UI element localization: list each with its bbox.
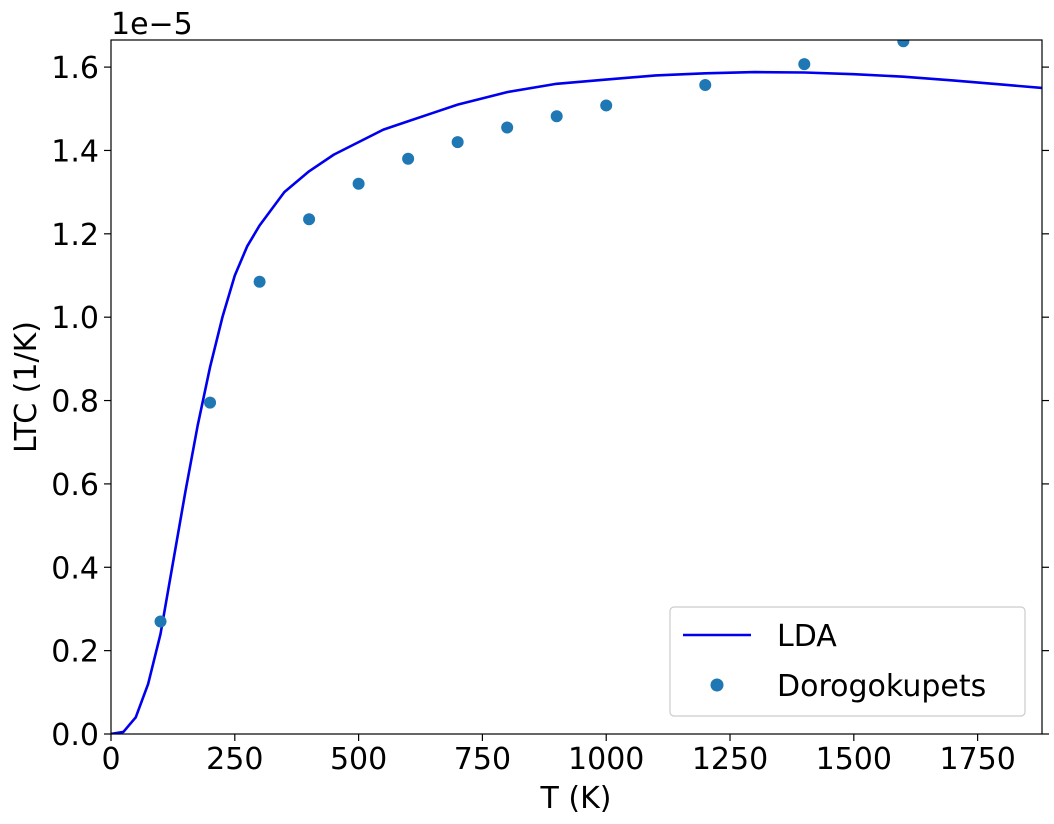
data-point-dorogokupets (897, 40, 910, 48)
y-tick-label: 0.8 (51, 385, 99, 420)
data-point-dorogokupets (798, 58, 811, 71)
y-tick-label: 1.4 (51, 134, 99, 169)
data-point-dorogokupets (501, 121, 514, 134)
legend-label: Dorogokupets (777, 669, 986, 704)
series-layer (111, 40, 1042, 734)
y-tick-label: 0.0 (51, 718, 99, 753)
legend-box (669, 606, 1026, 717)
y-offset-label: 1e−5 (111, 7, 193, 42)
data-point-dorogokupets (600, 99, 613, 112)
plot-frame (110, 39, 1043, 735)
y-tick-label: 0.2 (51, 635, 99, 670)
x-tick-label: 1250 (692, 742, 768, 777)
y-axis-label: LTC (1/K) (9, 321, 44, 453)
y-tick-label: 0.6 (51, 468, 99, 503)
x-tick-label: 250 (206, 742, 263, 777)
x-tick-label: 750 (454, 742, 511, 777)
data-point-dorogokupets (204, 396, 217, 409)
data-point-dorogokupets (154, 615, 167, 628)
data-point-dorogokupets (402, 152, 415, 165)
y-tick-label: 1.6 (51, 51, 99, 86)
data-point-dorogokupets (352, 177, 365, 190)
data-point-dorogokupets (550, 110, 563, 123)
x-tick-label: 1750 (939, 742, 1015, 777)
data-point-dorogokupets (303, 213, 316, 226)
x-axis: 0 250 500 750 1000 1250 1500 1750 (101, 734, 1016, 777)
x-axis-label: T (K) (540, 781, 612, 816)
x-tick-label: 500 (330, 742, 387, 777)
y-axis: 0.0 0.2 0.4 0.6 0.8 1.0 1.2 1.4 1.6 (51, 51, 1049, 753)
data-point-dorogokupets (699, 79, 712, 92)
legend-label: LDA (777, 619, 837, 654)
legend-swatch-dorogokupets (710, 678, 724, 692)
y-tick-label: 1.0 (51, 301, 99, 336)
data-point-dorogokupets (451, 136, 464, 149)
legend: LDA Dorogokupets (669, 606, 1026, 717)
series-line-lda (111, 70, 1042, 734)
y-tick-label: 1.2 (51, 218, 99, 253)
x-tick-label: 0 (101, 742, 120, 777)
data-point-dorogokupets (253, 275, 266, 288)
x-tick-label: 1500 (816, 742, 892, 777)
x-tick-label: 1000 (568, 742, 644, 777)
y-tick-label: 0.4 (51, 551, 99, 586)
